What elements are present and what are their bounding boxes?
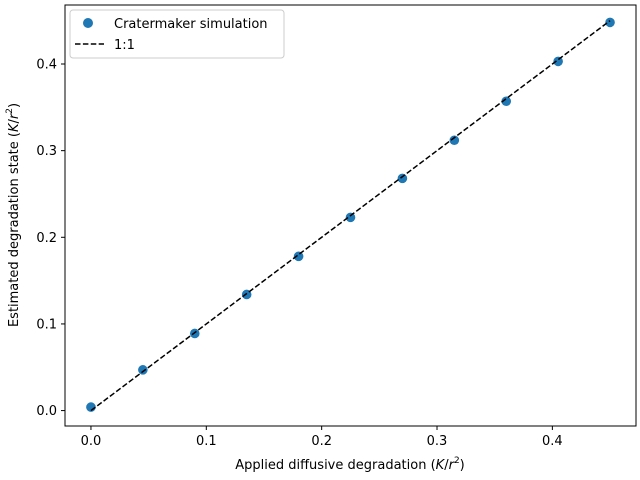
y-tick-label: 0.4 [36, 58, 57, 73]
y-tick-label: 0.0 [36, 404, 57, 419]
data-point [605, 17, 615, 28]
y-tick-label: 0.3 [36, 144, 57, 159]
data-point [553, 56, 563, 67]
data-point [138, 365, 148, 375]
x-tick-label: 0.4 [542, 434, 563, 449]
legend-marker-scatter [83, 18, 93, 28]
y-tick-label: 0.1 [36, 317, 57, 332]
x-tick-label: 0.2 [311, 434, 332, 449]
x-tick-label: 0.3 [427, 434, 448, 449]
x-axis-label: Applied diffusive degradation (K/r2) [235, 456, 465, 473]
data-point [293, 251, 304, 262]
data-point [397, 173, 408, 184]
data-point [501, 96, 512, 107]
series-layer [86, 17, 615, 412]
data-point [449, 135, 460, 146]
legend-label-line: 1:1 [114, 38, 135, 53]
one-to-one-line [90, 20, 611, 412]
x-tick-label: 0.1 [196, 434, 217, 449]
legend-box [69, 9, 285, 59]
legend: Cratermaker simulation 1:1 [69, 9, 285, 59]
y-axis-ticks: 0.0 0.1 0.2 0.3 0.4 [36, 58, 65, 419]
y-tick-label: 0.2 [36, 231, 57, 246]
legend-label-scatter: Cratermaker simulation [114, 17, 268, 32]
data-point [345, 212, 356, 223]
x-axis-ticks: 0.0 0.1 0.2 0.3 0.4 [81, 426, 563, 449]
y-axis-label: Estimated degradation state (K/r2) [5, 103, 22, 327]
plot-frame [64, 4, 637, 427]
x-tick-label: 0.0 [81, 434, 102, 449]
